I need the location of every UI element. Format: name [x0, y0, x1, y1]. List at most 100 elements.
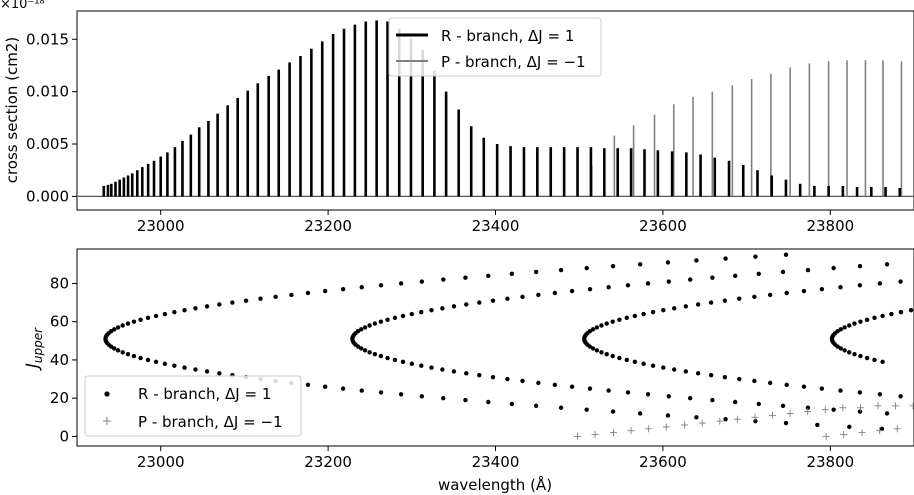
r-branch-point: [641, 311, 646, 317]
bottom-ytick-label: 20: [50, 389, 69, 407]
r-branch-point: [590, 346, 596, 351]
r-branch-point: [835, 329, 840, 334]
r-branch-point: [880, 313, 885, 319]
r-branch-point: [864, 317, 870, 322]
r-branch-point: [610, 353, 615, 359]
r-branch-point: [710, 397, 715, 403]
p-branch-point: [751, 413, 759, 421]
p-branch-point: [698, 419, 706, 427]
r-branch-point: [879, 426, 885, 431]
r-branch-point: [451, 369, 457, 374]
p-branch-point: [627, 427, 635, 435]
r-branch-point: [624, 357, 629, 363]
r-branch-point: [505, 376, 510, 382]
bottom-legend-p-label: P - branch, ΔJ = −1: [138, 413, 283, 431]
p-branch-point: [893, 425, 901, 433]
r-branch-point: [637, 262, 643, 267]
r-branch-point: [599, 323, 604, 328]
r-branch-point: [708, 373, 714, 378]
p-branch-point: [645, 425, 653, 433]
r-branch-point: [204, 304, 210, 309]
r-branch-point: [533, 269, 539, 275]
r-branch-point: [322, 384, 328, 389]
r-branch-point: [838, 388, 843, 393]
bottom-ytick-label: 80: [50, 274, 69, 292]
r-branch-point: [723, 417, 728, 422]
r-branch-point: [842, 325, 847, 330]
r-branch-point: [372, 351, 378, 357]
r-branch-point: [217, 371, 222, 376]
r-branch-point: [784, 382, 789, 387]
r-branch-point: [419, 394, 425, 399]
top-panel: 0.000 0.005 0.010 0.015 23000 23200 23400 2360…: [0, 0, 914, 235]
r-branch-point: [584, 407, 589, 412]
r-branch-point: [243, 298, 249, 303]
top-legend: R - branch, ΔJ = 1 P - branch, ΔJ = −1: [388, 17, 602, 77]
r-branch-point: [367, 323, 372, 328]
r-branch-point: [632, 313, 638, 319]
r-branch-point: [801, 384, 807, 389]
r-branch-point: [665, 413, 671, 418]
r-branch-point: [392, 315, 398, 321]
bottom-panel: 0 20 40 60 80 23000 23200 23400 23600 23800 Jupp…: [23, 248, 914, 494]
r-branch-point: [641, 361, 646, 366]
r-branch-point: [584, 265, 589, 271]
r-branch-point: [610, 319, 615, 324]
r-branch-point: [666, 394, 671, 399]
r-branch-point: [120, 323, 125, 328]
r-branch-point: [131, 319, 137, 324]
r-branch-point: [490, 298, 496, 303]
r-branch-point: [599, 350, 604, 355]
r-branch-point: [305, 382, 311, 387]
r-branch-point: [857, 390, 863, 395]
r-branch-point: [767, 380, 773, 386]
r-branch-point: [846, 323, 852, 328]
bottom-x-ticks: 23000 23200 23400 23600 23800: [137, 446, 854, 471]
r-branch-point: [617, 317, 622, 322]
r-branch-point: [666, 279, 671, 284]
r-branch-point: [490, 374, 496, 380]
r-branch-point: [359, 285, 364, 290]
top-xtick-label: 23800: [806, 217, 854, 235]
r-branch-point: [604, 321, 609, 326]
bottom-xtick-label: 23200: [304, 453, 352, 471]
r-branch-point: [520, 378, 525, 384]
bottom-legend-r-marker: [104, 391, 110, 397]
r-branch-point: [801, 288, 807, 294]
top-spectrum-lines: [78, 20, 914, 197]
p-branch-point: [610, 429, 618, 437]
r-branch-point: [610, 264, 616, 269]
top-ytick-label: 0.015: [26, 30, 69, 48]
r-branch-point: [767, 292, 773, 298]
r-branch-point: [378, 353, 384, 359]
r-branch-point: [153, 359, 159, 365]
r-branch-point: [378, 390, 384, 395]
r-branch-point: [138, 317, 143, 322]
r-branch-point: [464, 302, 469, 307]
r-branch-point: [884, 262, 890, 267]
r-branch-point: [587, 329, 593, 334]
r-branch-point: [617, 355, 622, 361]
r-branch-point: [688, 395, 693, 401]
r-branch-point: [858, 319, 863, 324]
r-branch-point: [153, 313, 159, 319]
r-branch-point: [138, 355, 143, 361]
top-y-offset-text: ×10⁻¹⁸: [0, 0, 45, 12]
p-branch-point: [769, 411, 777, 419]
bottom-legend: R - branch, ΔJ = 1 P - branch, ΔJ = −1: [84, 375, 302, 437]
r-branch-point: [645, 281, 651, 286]
top-xtick-label: 23600: [639, 217, 687, 235]
r-branch-point: [606, 388, 611, 393]
r-branch-point: [710, 275, 715, 280]
p-branch-point: [821, 406, 829, 414]
r-branch-point: [683, 369, 689, 374]
p-branch-point: [681, 421, 689, 429]
r-branch-point: [558, 267, 564, 273]
r-branch-point: [112, 327, 117, 332]
r-branch-point: [864, 355, 870, 361]
r-branch-point: [569, 384, 575, 389]
r-branch-point: [847, 424, 852, 430]
r-branch-point: [145, 357, 151, 363]
top-ytick-label: 0.000: [26, 187, 69, 205]
r-branch-point: [780, 269, 786, 275]
